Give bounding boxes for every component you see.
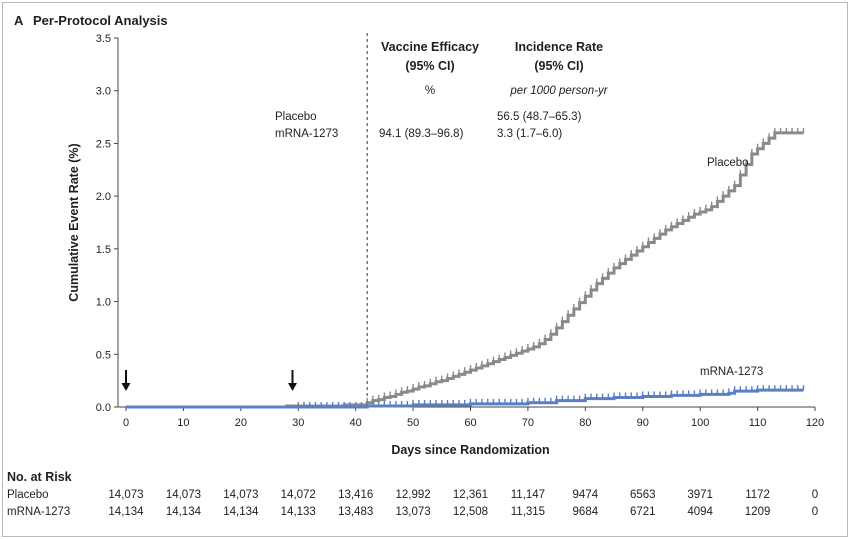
risk-cell: 6721: [630, 506, 656, 518]
series-label-mrna: mRNA-1273: [700, 366, 763, 378]
risk-cell: 0: [812, 506, 818, 518]
stats-group-placebo: Placebo: [275, 111, 317, 123]
stats-incidence-placebo: 56.5 (48.7–65.3): [497, 111, 582, 123]
panel-letter: A: [14, 13, 24, 28]
curves: [126, 127, 805, 409]
risk-cell: 14,134: [166, 506, 202, 518]
x-tick-label: 60: [464, 417, 476, 429]
y-tick-label: 0.0: [96, 402, 111, 414]
x-tick-label: 70: [522, 417, 534, 429]
risk-cell: 9474: [573, 489, 599, 501]
km-curve-mrna: [126, 388, 804, 409]
risk-cell: 11,147: [511, 489, 545, 501]
risk-cell: 13,073: [395, 506, 430, 518]
risk-cell: 13,416: [338, 489, 373, 501]
risk-cell: 14,133: [281, 506, 316, 518]
efficacy-header: Vaccine Efficacy: [381, 40, 479, 54]
x-axis-title: Days since Randomization: [391, 443, 549, 457]
arrow-head: [121, 383, 131, 391]
stats-table: Vaccine Efficacy (95% CI) Incidence Rate…: [275, 40, 609, 140]
x-tick-label: 20: [235, 417, 247, 429]
y-tick-label: 2.5: [96, 138, 111, 150]
x-tick-label: 10: [177, 417, 189, 429]
risk-cell: 14,134: [223, 506, 259, 518]
x-tick-label: 40: [350, 417, 362, 429]
risk-table: No. at Risk Placebo mRNA-1273 14,073 14,0…: [7, 470, 818, 518]
risk-cell: 14,073: [108, 489, 143, 501]
km-curve-placebo: [126, 131, 804, 409]
risk-cell: 12,361: [453, 489, 488, 501]
risk-cell: 11,315: [511, 506, 545, 518]
risk-cell: 4094: [687, 506, 713, 518]
stats-efficacy-mrna: 94.1 (89.3–96.8): [379, 128, 464, 140]
risk-cell: 14,073: [223, 489, 258, 501]
risk-table-title: No. at Risk: [7, 470, 72, 484]
x-tick-label: 110: [749, 417, 767, 429]
y-tick-label: 3.5: [96, 33, 111, 45]
risk-cell: 12,992: [395, 489, 430, 501]
risk-cell: 6563: [630, 489, 656, 501]
x-tick-label: 90: [637, 417, 649, 429]
incidence-header: Incidence Rate: [515, 40, 603, 54]
series-label-placebo: Placebo: [707, 157, 749, 169]
risk-cell: 3971: [687, 489, 713, 501]
efficacy-header-ci: (95% CI): [405, 59, 454, 73]
x-tick-label: 80: [579, 417, 591, 429]
y-tick-label: 0.5: [96, 349, 111, 361]
risk-cell: 14,072: [281, 489, 316, 501]
risk-cell: 12,508: [453, 506, 488, 518]
risk-group-placebo: Placebo: [7, 489, 49, 501]
risk-cell: 14,073: [166, 489, 201, 501]
y-tick-label: 1.0: [96, 297, 111, 309]
x-tick-label: 120: [806, 417, 824, 429]
y-tick-label: 1.5: [96, 244, 111, 256]
risk-cell: 1209: [745, 506, 771, 518]
risk-cell: 1172: [745, 489, 770, 501]
incidence-header-ci: (95% CI): [534, 59, 583, 73]
x-tick-label: 50: [407, 417, 419, 429]
y-tick-label: 3.0: [96, 86, 111, 98]
efficacy-unit: %: [425, 85, 435, 97]
risk-cell: 0: [812, 489, 818, 501]
risk-group-mrna: mRNA-1273: [7, 506, 70, 518]
y-tick-label: 2.0: [96, 191, 111, 203]
stats-group-mrna: mRNA-1273: [275, 128, 338, 140]
incidence-unit: per 1000 person-yr: [509, 85, 608, 97]
arrow-head: [288, 383, 298, 391]
risk-cell: 13,483: [338, 506, 373, 518]
x-tick-label: 30: [292, 417, 304, 429]
x-tick-label: 100: [691, 417, 709, 429]
y-axis-title: Cumulative Event Rate (%): [67, 143, 81, 301]
panel-title: Per-Protocol Analysis: [33, 13, 168, 28]
risk-cell: 14,134: [108, 506, 144, 518]
x-tick-label: 0: [123, 417, 129, 429]
risk-cell: 9684: [573, 506, 599, 518]
stats-incidence-mrna: 3.3 (1.7–6.0): [497, 128, 562, 140]
